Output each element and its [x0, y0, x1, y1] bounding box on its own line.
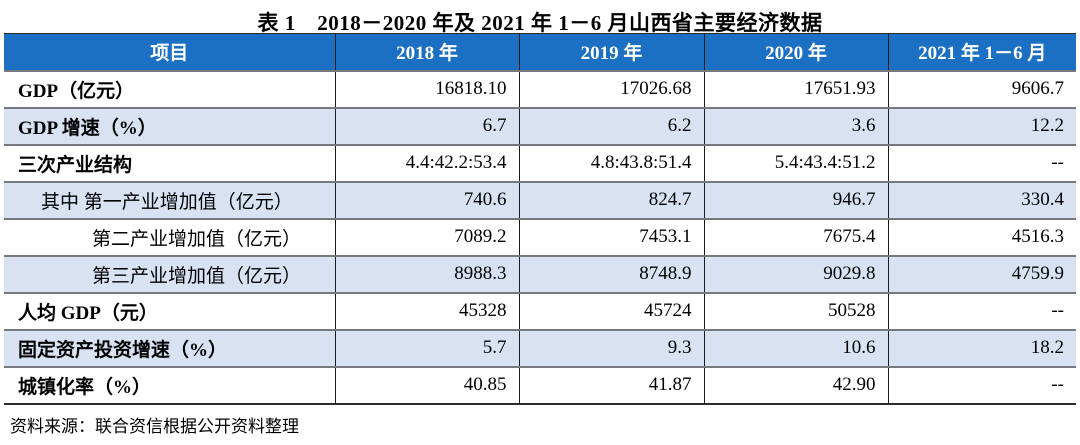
cell-value: 45724: [518, 292, 704, 330]
column-header-2018: 2018 年: [334, 33, 519, 71]
cell-value: --: [887, 144, 1076, 182]
cell-value: 740.6: [334, 181, 519, 219]
table-title: 表 1 2018－2020 年及 2021 年 1－6 月山西省主要经济数据: [257, 11, 823, 35]
table-row: 其中 第一产业增加值（亿元） 740.6 824.7 946.7 330.4: [4, 181, 1076, 219]
table-row: 人均 GDP（元） 45328 45724 50528 --: [4, 292, 1076, 330]
row-label: 第二产业增加值（亿元）: [92, 228, 302, 250]
header-row: 项目 2018 年 2019 年 2020 年 2021 年 1－6 月: [4, 33, 1076, 71]
cell-value: 7675.4: [703, 218, 888, 256]
cell-value: 7453.1: [518, 218, 704, 256]
cell-value: 7089.2: [334, 218, 519, 256]
column-header-2019: 2019 年: [518, 33, 704, 71]
cell-value: 330.4: [887, 181, 1076, 219]
cell-value: 18.2: [887, 329, 1076, 367]
cell-value: 4.8:43.8:51.4: [518, 144, 704, 182]
cell-value: 3.6: [703, 107, 888, 145]
cell-value: 6.2: [518, 107, 704, 145]
table-row: GDP（亿元） 16818.10 17026.68 17651.93 9606.7: [4, 70, 1076, 108]
row-label: 人均 GDP（元）: [18, 302, 158, 324]
economic-data-table: 项目 2018 年 2019 年 2020 年 2021 年 1－6 月 GDP…: [4, 33, 1076, 405]
table-row: 第二产业增加值（亿元） 7089.2 7453.1 7675.4 4516.3: [4, 218, 1076, 256]
cell-value: 4.4:42.2:53.4: [334, 144, 519, 182]
column-header-2020: 2020 年: [703, 33, 888, 71]
table-row: 城镇化率（%） 40.85 41.87 42.90 --: [4, 366, 1076, 404]
row-label: 三次产业结构: [18, 154, 133, 176]
cell-value: 16818.10: [334, 70, 519, 108]
cell-value: 42.90: [703, 366, 888, 404]
cell-value: --: [887, 292, 1076, 330]
table-body: GDP（亿元） 16818.10 17026.68 17651.93 9606.7 GDP…: [4, 70, 1076, 404]
cell-value: 4759.9: [887, 255, 1076, 293]
row-label: 第三产业增加值（亿元）: [92, 265, 302, 287]
cell-value: 9029.8: [703, 255, 888, 293]
cell-value: 50528: [703, 292, 888, 330]
cell-value: 41.87: [518, 366, 704, 404]
cell-value: 6.7: [334, 107, 519, 145]
table-row: 固定资产投资增速（%） 5.7 9.3 10.6 18.2: [4, 329, 1076, 367]
cell-value: 17651.93: [703, 70, 888, 108]
cell-value: 40.85: [334, 366, 519, 404]
table-row: GDP 增速（%） 6.7 6.2 3.6 12.2: [4, 107, 1076, 145]
cell-value: 5.7: [334, 329, 519, 367]
cell-value: --: [887, 366, 1076, 404]
cell-value: 17026.68: [518, 70, 704, 108]
table-row: 三次产业结构 4.4:42.2:53.4 4.8:43.8:51.4 5.4:43.4…: [4, 144, 1076, 182]
cell-value: 10.6: [703, 329, 888, 367]
column-header-2021h1: 2021 年 1－6 月: [887, 33, 1076, 71]
cell-value: 8748.9: [518, 255, 704, 293]
cell-value: 12.2: [887, 107, 1076, 145]
source-note: 资料来源：联合资信根据公开资料整理: [10, 416, 299, 436]
cell-value: 45328: [334, 292, 519, 330]
cell-value: 946.7: [703, 181, 888, 219]
row-label: GDP 增速（%）: [18, 117, 157, 139]
column-header-item: 项目: [4, 33, 335, 71]
row-label: 其中 第一产业增加值（亿元）: [41, 191, 293, 213]
table-header: 项目 2018 年 2019 年 2020 年 2021 年 1－6 月: [4, 33, 1076, 71]
cell-value: 9606.7: [887, 70, 1076, 108]
table-row: 第三产业增加值（亿元） 8988.3 8748.9 9029.8 4759.9: [4, 255, 1076, 293]
cell-value: 824.7: [518, 181, 704, 219]
row-label: 城镇化率（%）: [18, 376, 152, 398]
cell-value: 8988.3: [334, 255, 519, 293]
cell-value: 5.4:43.4:51.2: [703, 144, 888, 182]
cell-value: 9.3: [518, 329, 704, 367]
row-label: 固定资产投资增速（%）: [18, 339, 228, 361]
row-label: GDP（亿元）: [18, 80, 135, 102]
cell-value: 4516.3: [887, 218, 1076, 256]
